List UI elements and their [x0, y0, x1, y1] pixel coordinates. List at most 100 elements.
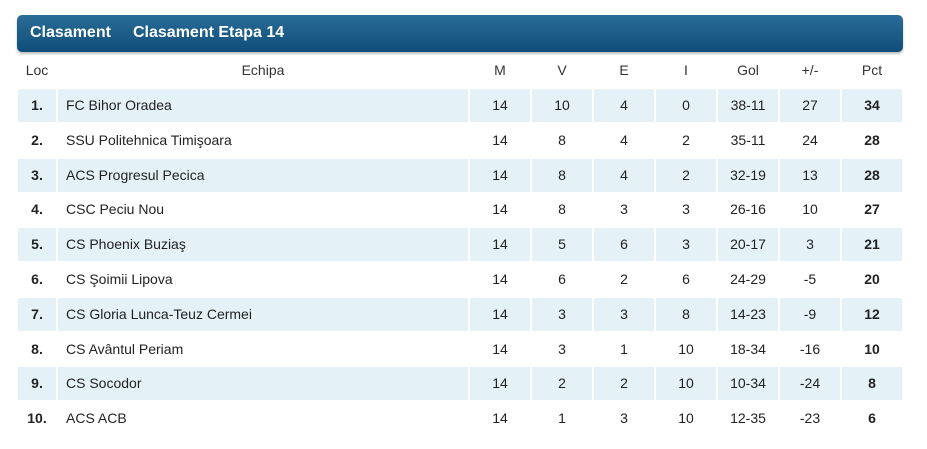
table-cell: 10: [554, 97, 570, 113]
table-cell: 1.: [31, 97, 43, 113]
table-cell: -16: [799, 340, 821, 357]
table-cell: 10: [678, 340, 694, 357]
column-header: V: [557, 62, 567, 78]
column-header: Gol: [737, 62, 759, 78]
cell-background: [594, 228, 654, 262]
table-cell: 14: [492, 236, 508, 253]
table-cell: 3.: [31, 166, 43, 183]
table-cell: 27: [802, 97, 818, 113]
table-cell: 13: [802, 166, 818, 183]
table-cell: 14: [492, 340, 508, 357]
cell-background: [470, 158, 530, 192]
table-cell: 2: [620, 375, 628, 392]
table-cell: 6: [682, 271, 690, 287]
table-cell: 1: [620, 340, 628, 357]
cell-background: [656, 89, 716, 122]
table-cell: 8: [558, 166, 566, 183]
header-bar: Clasament Clasament Etapa 14: [17, 15, 903, 52]
table-cell: 14: [492, 201, 508, 218]
table-cell: 12: [864, 305, 880, 322]
column-header: +/-: [801, 62, 819, 78]
cell-background: [656, 228, 716, 262]
team-name: CS Gloria Lunca-Teuz Cermei: [66, 305, 252, 322]
table-cell: -23: [799, 410, 821, 427]
table-cell: 10-34: [730, 375, 766, 392]
table-cell: 8.: [31, 340, 43, 357]
table-cell: 1: [558, 410, 566, 427]
cell-background: [842, 228, 902, 262]
team-name: CS Phoenix Buziaş: [66, 236, 186, 253]
table-cell: 2: [620, 271, 628, 287]
table-cell: 8: [558, 131, 566, 148]
cell-background: [780, 297, 840, 331]
cell-background: [594, 297, 654, 331]
table-cell: 3: [620, 305, 628, 322]
table-cell: 28: [864, 166, 880, 183]
team-name: ACS Progresul Pecica: [66, 166, 205, 183]
cell-background: [58, 89, 468, 122]
team-name: SSU Politehnica Timişoara: [66, 131, 232, 148]
table-cell: 14: [492, 97, 508, 113]
table-cell: 38-11: [730, 97, 766, 113]
cell-background: [58, 158, 468, 192]
cell-background: [594, 89, 654, 122]
table-cell: 14-23: [730, 305, 766, 322]
table-cell: 14: [492, 131, 508, 148]
team-name: CS Şoimii Lipova: [66, 271, 173, 287]
cell-background: [842, 297, 902, 331]
table-cell: 5.: [31, 236, 43, 253]
tab[interactable]: Clasament Etapa 14: [133, 24, 285, 41]
table-cell: 20: [864, 271, 880, 287]
table-cell: 14: [492, 166, 508, 183]
table-cell: 14: [492, 410, 508, 427]
cell-background: [58, 297, 468, 331]
cell-background: [718, 367, 778, 401]
cell-background: [718, 228, 778, 262]
table-cell: 6.: [31, 271, 43, 287]
cell-background: [532, 297, 592, 331]
team-name: FC Bihor Oradea: [66, 97, 172, 113]
table-cell: 7.: [31, 305, 43, 322]
table-cell: 9.: [31, 375, 43, 392]
tab[interactable]: Clasament: [30, 24, 111, 41]
team-name: CS Avântul Periam: [66, 340, 184, 357]
table-cell: 35-11: [730, 131, 766, 148]
cell-background: [718, 297, 778, 331]
table-cell: 10: [802, 201, 818, 218]
table-cell: 20-17: [730, 236, 766, 253]
table-cell: 8: [558, 201, 566, 218]
cell-background: [532, 158, 592, 192]
table-cell: 2: [558, 375, 566, 392]
cell-background: [842, 89, 902, 122]
cell-background: [18, 228, 56, 262]
table-cell: 26-16: [730, 201, 766, 218]
cell-background: [470, 228, 530, 262]
cell-background: [532, 89, 592, 122]
table-cell: 6: [558, 271, 566, 287]
table-cell: 5: [558, 236, 566, 253]
table-cell: 2: [682, 131, 690, 148]
cell-background: [58, 228, 468, 262]
column-header: Loc: [25, 62, 49, 78]
table-cell: 10: [678, 410, 694, 427]
table-cell: 14: [492, 305, 508, 322]
cell-background: [780, 367, 840, 401]
table-cell: 3: [620, 201, 628, 218]
table-cell: 12-35: [730, 410, 766, 427]
cell-background: [842, 158, 902, 192]
table-cell: 18-34: [730, 340, 766, 357]
table-cell: 8: [868, 375, 876, 392]
team-name: CS Socodor: [66, 375, 142, 392]
cell-background: [18, 367, 56, 401]
cell-background: [532, 367, 592, 401]
cell-background: [780, 158, 840, 192]
column-header: E: [619, 62, 629, 78]
table-cell: 0: [682, 97, 690, 113]
table-cell: -9: [803, 305, 817, 322]
column-header: I: [684, 62, 688, 78]
table-cell: 4: [620, 131, 628, 148]
cell-background: [470, 297, 530, 331]
table-cell: 2.: [31, 131, 43, 148]
cell-background: [718, 89, 778, 122]
table-cell: 21: [864, 236, 880, 253]
